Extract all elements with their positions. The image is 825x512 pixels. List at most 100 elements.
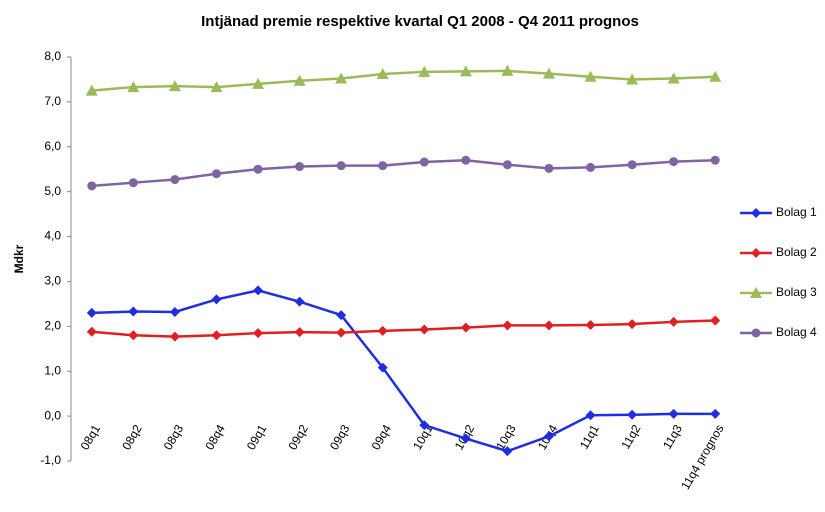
marker bbox=[709, 70, 722, 82]
marker bbox=[168, 80, 181, 92]
marker bbox=[502, 160, 512, 170]
marker bbox=[377, 362, 388, 373]
marker bbox=[543, 320, 554, 331]
marker bbox=[419, 157, 429, 167]
marker bbox=[252, 77, 265, 89]
marker bbox=[460, 433, 471, 444]
x-tick-label: 09q1 bbox=[244, 422, 270, 452]
y-tick-label: 7,0 bbox=[44, 94, 61, 108]
marker bbox=[253, 164, 263, 174]
marker bbox=[127, 81, 140, 93]
x-tick-label: 08q2 bbox=[119, 422, 145, 452]
marker bbox=[295, 162, 305, 172]
legend-marker bbox=[751, 328, 761, 338]
marker bbox=[543, 431, 554, 442]
legend-label: Bolag 4 bbox=[776, 325, 817, 339]
marker bbox=[669, 157, 679, 167]
marker bbox=[544, 163, 554, 173]
marker bbox=[460, 322, 471, 333]
series-line bbox=[91, 158, 716, 188]
marker bbox=[667, 72, 680, 84]
marker bbox=[128, 330, 139, 341]
marker bbox=[86, 326, 97, 337]
marker bbox=[376, 68, 389, 80]
marker bbox=[418, 65, 431, 77]
marker bbox=[626, 73, 639, 85]
marker bbox=[378, 161, 388, 171]
marker bbox=[585, 410, 596, 421]
legend-marker bbox=[751, 248, 761, 258]
marker bbox=[169, 306, 180, 317]
marker bbox=[542, 67, 555, 79]
y-axis-title: Mdkr bbox=[12, 244, 26, 273]
marker bbox=[501, 64, 514, 76]
x-tick-label: 09q4 bbox=[369, 422, 395, 452]
legend-marker bbox=[751, 208, 761, 218]
marker bbox=[627, 319, 638, 330]
y-tick-label: -1,0 bbox=[40, 453, 61, 467]
marker bbox=[294, 327, 305, 338]
y-tick-label: 6,0 bbox=[44, 139, 61, 153]
marker bbox=[502, 446, 513, 457]
marker bbox=[253, 328, 264, 339]
x-tick-label: 09q3 bbox=[327, 422, 353, 452]
legend-label: Bolag 3 bbox=[776, 285, 817, 299]
y-tick-label: 8,0 bbox=[44, 49, 61, 63]
x-tick-label: 11q1 bbox=[577, 422, 602, 452]
marker bbox=[211, 330, 222, 341]
marker bbox=[210, 81, 223, 93]
marker bbox=[128, 178, 138, 188]
marker bbox=[710, 155, 720, 165]
marker bbox=[211, 169, 221, 179]
x-tick-label: 08q4 bbox=[202, 422, 228, 452]
marker bbox=[336, 310, 347, 321]
marker bbox=[253, 285, 264, 296]
chart-title: Intjänad premie respektive kvartal Q1 20… bbox=[201, 13, 639, 30]
marker bbox=[419, 420, 430, 431]
marker bbox=[86, 307, 97, 318]
marker bbox=[336, 327, 347, 338]
x-tick-label: 11q4 prognos bbox=[678, 422, 726, 492]
y-tick-label: 3,0 bbox=[44, 274, 61, 288]
marker bbox=[293, 74, 306, 86]
series-line bbox=[91, 319, 716, 338]
marker bbox=[169, 331, 180, 342]
marker bbox=[668, 316, 679, 327]
legend-marker bbox=[750, 287, 762, 298]
marker bbox=[211, 294, 222, 305]
marker bbox=[419, 324, 430, 335]
marker bbox=[584, 70, 597, 82]
y-tick-label: 0,0 bbox=[44, 408, 61, 422]
marker bbox=[668, 408, 679, 419]
marker bbox=[87, 181, 97, 191]
y-tick-label: 4,0 bbox=[44, 229, 61, 243]
legend-label: Bolag 1 bbox=[776, 205, 817, 219]
marker bbox=[459, 65, 472, 77]
marker bbox=[502, 320, 513, 331]
y-tick-label: 5,0 bbox=[44, 184, 61, 198]
marker bbox=[128, 306, 139, 317]
y-tick-label: 1,0 bbox=[44, 363, 61, 377]
marker bbox=[336, 161, 346, 171]
marker bbox=[627, 409, 638, 420]
x-tick-label: 08q1 bbox=[78, 422, 104, 452]
marker bbox=[294, 296, 305, 307]
marker bbox=[85, 84, 98, 96]
marker bbox=[627, 160, 637, 170]
marker bbox=[586, 162, 596, 172]
marker bbox=[710, 408, 721, 419]
marker bbox=[710, 315, 721, 326]
legend-label: Bolag 2 bbox=[776, 245, 817, 259]
marker bbox=[377, 325, 388, 336]
marker bbox=[585, 319, 596, 330]
marker bbox=[335, 72, 348, 84]
x-tick-label: 08q3 bbox=[161, 422, 187, 452]
x-tick-label: 11q3 bbox=[660, 422, 685, 452]
marker bbox=[461, 155, 471, 165]
x-tick-label: 11q2 bbox=[618, 422, 643, 452]
x-tick-label: 09q2 bbox=[285, 422, 311, 452]
marker bbox=[170, 175, 180, 185]
y-tick-label: 2,0 bbox=[44, 319, 61, 333]
series-line bbox=[91, 289, 716, 453]
